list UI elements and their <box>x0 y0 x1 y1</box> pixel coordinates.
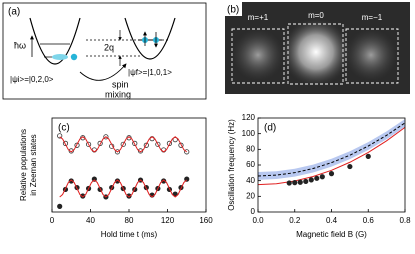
x-axis-label: Magnetic field B (G) <box>296 230 367 239</box>
y-tick-label: 80 <box>246 144 255 153</box>
panel-label: (b) <box>227 5 239 16</box>
fit-line <box>257 122 406 177</box>
data-point <box>314 175 320 181</box>
y-tick-label: 60 <box>246 160 255 169</box>
cloud <box>232 29 284 81</box>
q-label: 2q <box>104 42 114 52</box>
panel-b: (b) m=+1 m=0 m=−1 <box>225 2 410 94</box>
data-point <box>319 174 325 180</box>
y-tick-label: 0 <box>251 207 256 216</box>
data-point <box>68 148 74 154</box>
x-tick-label: 40 <box>86 216 95 225</box>
confidence-band <box>258 118 405 180</box>
fit-line <box>257 126 406 186</box>
panel-a: (a) ħω 2q |ψi>=|0,2,0> |ψf>=|1,0,1> spin… <box>2 2 207 100</box>
data-point <box>365 153 371 159</box>
x-tick-label: 0.6 <box>363 216 375 225</box>
x-tick-label: 80 <box>125 216 134 225</box>
cloud <box>345 29 397 81</box>
trap-well <box>29 17 81 65</box>
y-axis-label: Relative populations <box>19 129 28 201</box>
data-point <box>347 163 353 170</box>
panel-label: (d) <box>264 123 276 134</box>
y-axis-label: Oscillation frequency (Hz) <box>227 119 236 211</box>
panel-label: (c) <box>58 123 70 134</box>
mixing-arrow <box>79 63 127 81</box>
label-box <box>225 2 242 16</box>
cloud <box>282 18 350 86</box>
x-tick-label: 120 <box>161 216 175 225</box>
y-tick-label: 100 <box>242 129 256 138</box>
x-tick-label: 0.4 <box>326 216 338 225</box>
data-point <box>126 135 132 141</box>
data-point <box>286 180 292 186</box>
roi-box <box>287 23 344 85</box>
panel-label: (a) <box>8 7 20 18</box>
data-point <box>114 178 121 184</box>
chart: 0.0 0.2 0.4 0.6 0.8 0 20 40 60 80 100 120 (d) Magneti… <box>227 113 411 239</box>
data-point <box>292 180 298 186</box>
x-tick-label: 0.8 <box>399 216 411 225</box>
roi-box <box>345 28 399 84</box>
x-tick-label: 0.2 <box>289 216 301 225</box>
data-point <box>80 135 86 141</box>
component-label: m=0 <box>308 11 324 20</box>
data-point <box>137 148 144 154</box>
data-point <box>308 177 314 183</box>
x-tick-label: 0 <box>50 216 55 225</box>
y-axis-label: in Zeeman states <box>29 134 38 195</box>
trap-well <box>124 17 176 60</box>
component-label: m=+1 <box>248 13 269 22</box>
y-tick-label: 120 <box>242 113 256 122</box>
x-tick-label: 160 <box>199 216 213 225</box>
data-point <box>297 179 303 185</box>
atom-cloud <box>52 54 68 60</box>
data-point <box>303 178 309 185</box>
data-point <box>68 178 74 184</box>
energy-label: ħω <box>14 40 26 50</box>
fit-line <box>59 179 188 198</box>
mixing-label: mixing <box>105 89 131 99</box>
data-point <box>126 193 132 199</box>
data-point <box>57 133 63 139</box>
state-label: |ψf>=|1,0,1> <box>128 68 172 77</box>
fit-line <box>59 136 188 153</box>
x-tick-label: 0.0 <box>252 216 264 225</box>
y-tick-label: 20 <box>246 191 255 200</box>
data-point <box>80 193 86 199</box>
y-tick-label: 40 <box>246 176 255 185</box>
atom <box>70 53 78 61</box>
data-point <box>161 178 167 184</box>
roi-box <box>231 28 285 84</box>
component-label: m=−1 <box>362 13 383 22</box>
mixing-label: spin <box>112 79 129 89</box>
data-point <box>91 176 97 182</box>
data-point <box>184 176 190 182</box>
data-point <box>328 171 335 177</box>
state-label: |ψi>=|0,2,0> <box>10 75 54 84</box>
x-axis-label: Hold time t (ms) <box>101 230 158 239</box>
chart: 0 40 80 120 160 (c) Hold time t (ms) Relative p… <box>19 117 213 239</box>
data-point <box>57 203 63 209</box>
panel-frame <box>2 2 207 100</box>
